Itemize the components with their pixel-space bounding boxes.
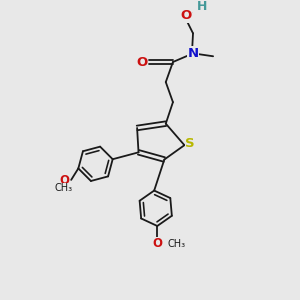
Text: N: N [188,47,199,60]
Text: O: O [59,174,69,187]
Text: CH₃: CH₃ [55,183,73,193]
Text: O: O [180,9,191,22]
Text: H: H [196,0,207,14]
Text: S: S [185,137,195,150]
Text: O: O [136,56,148,68]
Text: CH₃: CH₃ [167,239,185,249]
Text: O: O [152,237,162,250]
